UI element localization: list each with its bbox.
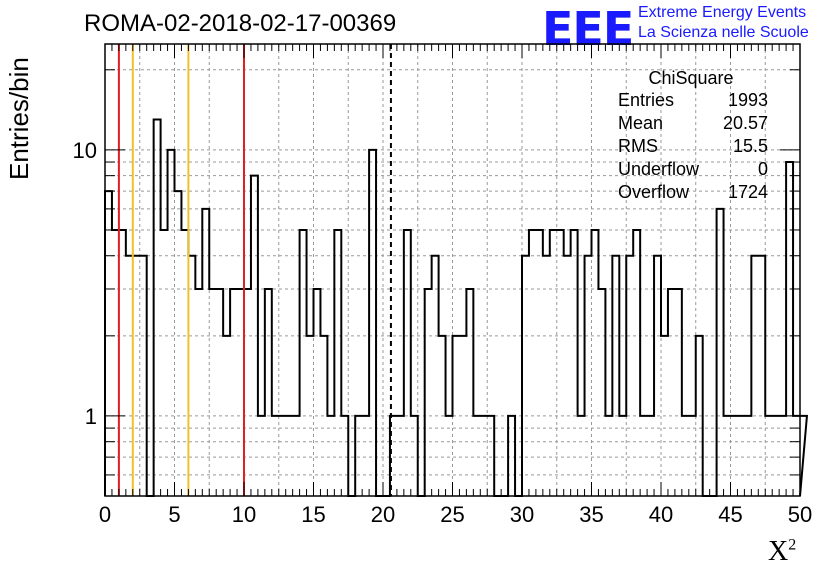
stats-row: Underflow 0	[610, 158, 772, 181]
logo-line-1: Extreme Energy Events	[638, 4, 807, 21]
x-tick-label: 20	[371, 502, 395, 527]
x-tick-label: 15	[301, 502, 325, 527]
stats-row: Overflow 1724	[610, 181, 772, 204]
stats-label: Mean	[618, 113, 664, 133]
stats-title: ChiSquare	[648, 68, 734, 88]
x-tick-label: 50	[788, 502, 812, 527]
x-tick-label: 0	[99, 502, 111, 527]
stats-row: Entries 1993	[610, 89, 772, 112]
histogram-line	[104, 118, 809, 497]
x-axis-label: X2	[768, 536, 797, 567]
x-tick-label: 35	[579, 502, 603, 527]
stats-value: 20.57	[722, 113, 768, 133]
stats-row: Mean 20.57	[610, 112, 772, 135]
stats-value: 1724	[727, 182, 768, 202]
x-tick-label: 10	[232, 502, 256, 527]
x-tick-label: 40	[649, 502, 673, 527]
stats-label: Underflow	[618, 159, 700, 179]
x-tick-label: 25	[440, 502, 464, 527]
stats-label: RMS	[618, 136, 658, 156]
x-tick-label: 45	[718, 502, 742, 527]
y-tick-label: 1	[85, 404, 97, 429]
logo-line-2: La Scienza nelle Scuole	[638, 24, 809, 41]
x-tick-label: 30	[510, 502, 534, 527]
x-tick-label: 5	[168, 502, 180, 527]
stats-label: Overflow	[618, 182, 690, 202]
stats-value: 15.5	[732, 136, 768, 156]
stats-value: 1993	[727, 90, 768, 110]
chart-title: ROMA-02-2018-02-17-00369	[84, 10, 397, 37]
stats-row: RMS 15.5	[610, 135, 772, 158]
stats-value: 0	[757, 159, 768, 179]
stats-box: ChiSquare Entries 1993 Mean 20.57 RMS 15.5 Und…	[610, 68, 772, 208]
stats-label: Entries	[618, 90, 675, 110]
y-tick-label: 10	[73, 138, 97, 163]
